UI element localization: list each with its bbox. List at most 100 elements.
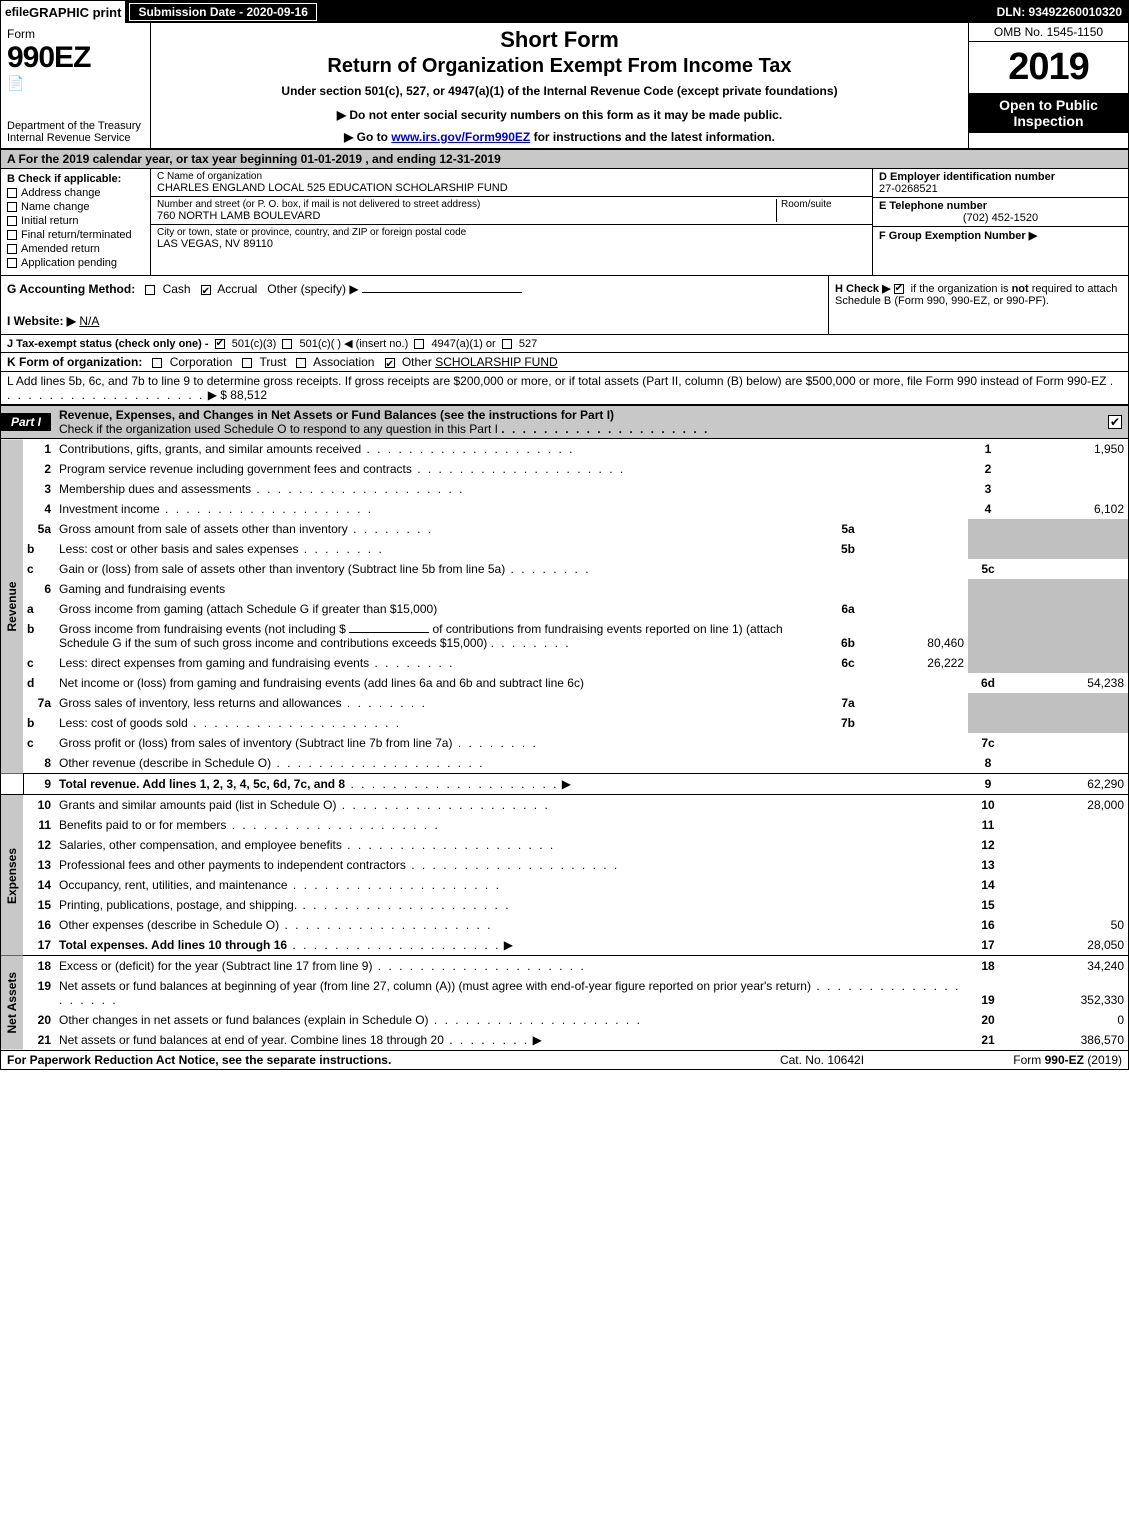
b-header: B Check if applicable: — [7, 173, 144, 185]
ln5b-rval-shade — [1008, 539, 1128, 559]
chk-h[interactable] — [894, 284, 904, 294]
ln18-text: Excess or (deficit) for the year (Subtra… — [59, 959, 372, 973]
irs-link[interactable]: www.irs.gov/Form990EZ — [391, 130, 530, 144]
ln5b-rn-shade — [968, 539, 1008, 559]
ln6d-desc: Net income or (loss) from gaming and fun… — [55, 673, 968, 693]
block-b-through-f: B Check if applicable: Address change Na… — [1, 169, 1128, 276]
ln2-num: 2 — [23, 459, 55, 479]
lines-table: Revenue 1 Contributions, gifts, grants, … — [1, 439, 1128, 1050]
ln5a-subval — [868, 519, 968, 539]
ln6d-num: d — [23, 673, 55, 693]
g-other-input[interactable] — [362, 292, 522, 293]
ln12-rn: 12 — [968, 835, 1008, 855]
ln3-rn: 3 — [968, 479, 1008, 499]
c-name-label: C Name of organization — [157, 171, 866, 182]
g-other-label: Other (specify) ▶ — [267, 282, 358, 296]
ln5a-rval-shade — [1008, 519, 1128, 539]
subtitle-ssn: ▶ Do not enter social security numbers o… — [159, 108, 960, 122]
ln11-num: 11 — [23, 815, 55, 835]
room-label: Room/suite — [781, 199, 832, 210]
ln9-desc: Total revenue. Add lines 1, 2, 3, 4, 5c,… — [55, 774, 968, 795]
ln5c-val — [1008, 559, 1128, 579]
ln3-num: 3 — [23, 479, 55, 499]
ln2-text: Program service revenue including govern… — [59, 462, 412, 476]
chk-corporation[interactable] — [152, 358, 162, 368]
tax-year: 2019 — [969, 42, 1128, 93]
chk-name-change[interactable]: Name change — [7, 201, 144, 213]
ln4-num: 4 — [23, 499, 55, 519]
ln7b-num: b — [23, 713, 55, 733]
ln21-text: Net assets or fund balances at end of ye… — [59, 1033, 444, 1047]
chk-accrual[interactable] — [201, 285, 211, 295]
l-text: L Add lines 5b, 6c, and 7b to line 9 to … — [7, 374, 1106, 388]
chk-cash[interactable] — [145, 285, 155, 295]
chk-address-change[interactable]: Address change — [7, 187, 144, 199]
chk-501c[interactable] — [282, 339, 292, 349]
part-i-header: Part I Revenue, Expenses, and Changes in… — [1, 405, 1128, 439]
chk-application-pending[interactable]: Application pending — [7, 257, 144, 269]
ln13-desc: Professional fees and other payments to … — [55, 855, 968, 875]
j-label: J Tax-exempt status (check only one) - — [7, 338, 209, 350]
ln6a-num: a — [23, 599, 55, 619]
submission-date: Submission Date - 2020-09-16 — [129, 3, 316, 21]
d-label: D Employer identification number — [879, 171, 1122, 183]
revenue-side-label: Revenue — [1, 439, 23, 774]
chk-527[interactable] — [502, 339, 512, 349]
topbar-spacer — [319, 1, 991, 23]
ln16-num: 16 — [23, 915, 55, 935]
chk-association[interactable] — [296, 358, 306, 368]
g-accounting: G Accounting Method: Cash Accrual Other … — [1, 276, 828, 334]
page-footer: For Paperwork Reduction Act Notice, see … — [1, 1050, 1128, 1069]
ln9-val: 62,290 — [1008, 774, 1128, 795]
ln20-rn: 20 — [968, 1010, 1008, 1030]
chk-amended-return[interactable]: Amended return — [7, 243, 144, 255]
footer-right-post: (2019) — [1087, 1053, 1122, 1067]
chk-initial-return[interactable]: Initial return — [7, 215, 144, 227]
ln19-num: 19 — [23, 976, 55, 1010]
ln6c-rval-shade — [1008, 653, 1128, 673]
chk-other-org[interactable] — [385, 358, 395, 368]
ln14-num: 14 — [23, 875, 55, 895]
ln8-rn: 8 — [968, 753, 1008, 774]
expenses-side-label: Expenses — [1, 795, 23, 956]
omb-number: OMB No. 1545-1150 — [969, 23, 1128, 42]
chk-501c3[interactable] — [215, 339, 225, 349]
ln16-desc: Other expenses (describe in Schedule O) — [55, 915, 968, 935]
chk-4947[interactable] — [414, 339, 424, 349]
ln8-num: 8 — [23, 753, 55, 774]
ln5b-subval — [868, 539, 968, 559]
chk-final-return[interactable]: Final return/terminated — [7, 229, 144, 241]
ln6b-blank[interactable] — [349, 632, 429, 633]
ln7a-num: 7a — [23, 693, 55, 713]
ln21-num: 21 — [23, 1030, 55, 1050]
row-g-h: G Accounting Method: Cash Accrual Other … — [1, 276, 1128, 335]
ln10-num: 10 — [23, 795, 55, 816]
ln10-text: Grants and similar amounts paid (list in… — [59, 798, 336, 812]
ln16-rn: 16 — [968, 915, 1008, 935]
ln6a-rval-shade — [1008, 599, 1128, 619]
g-accrual-label: Accrual — [217, 282, 257, 296]
ln5c-text: Gain or (loss) from sale of assets other… — [59, 562, 505, 576]
open-to-public: Open to Public Inspection — [969, 93, 1128, 133]
k-assoc: Association — [313, 355, 374, 369]
chk-trust[interactable] — [242, 358, 252, 368]
j-501c: 501(c)( ) ◀ (insert no.) — [300, 338, 409, 350]
goto-post: for instructions and the latest informat… — [534, 130, 775, 144]
efile-print-button[interactable]: efile GRAPHIC print — [1, 1, 127, 23]
ln8-text: Other revenue (describe in Schedule O) — [59, 756, 271, 770]
ln14-val — [1008, 875, 1128, 895]
ln20-desc: Other changes in net assets or fund bala… — [55, 1010, 968, 1030]
header-right: OMB No. 1545-1150 2019 Open to Public In… — [968, 23, 1128, 148]
ln6a-subval — [868, 599, 968, 619]
chk-label: Name change — [21, 201, 90, 213]
f-label: F Group Exemption Number ▶ — [879, 230, 1037, 242]
ln6c-num: c — [23, 653, 55, 673]
col-def: D Employer identification number 27-0268… — [873, 169, 1128, 275]
c-street-label: Number and street (or P. O. box, if mail… — [157, 199, 776, 210]
part-i-checkbox[interactable]: ✔ — [1108, 415, 1122, 429]
part-i-check-text: Check if the organization used Schedule … — [59, 422, 498, 436]
ln7c-rn: 7c — [968, 733, 1008, 753]
chk-label: Final return/terminated — [21, 229, 132, 241]
ln7a-sub: 7a — [828, 693, 868, 713]
ln6d-rn: 6d — [968, 673, 1008, 693]
